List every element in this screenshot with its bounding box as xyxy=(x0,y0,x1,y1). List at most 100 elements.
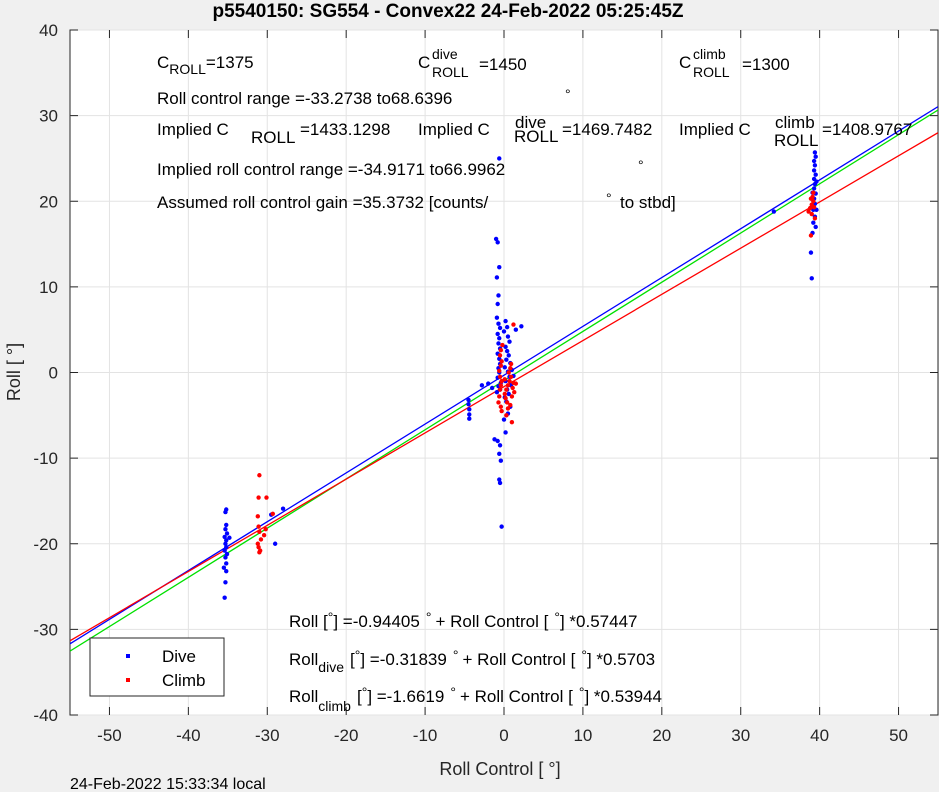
dive-point xyxy=(812,163,818,168)
dive-point xyxy=(813,154,818,159)
climb-point xyxy=(496,400,501,405)
fit-line xyxy=(70,132,938,642)
implied-roll-control-range-unit: ° xyxy=(638,157,644,173)
climb-point xyxy=(511,322,516,327)
dive-point xyxy=(280,506,286,511)
dive-point xyxy=(222,548,227,553)
dive-point xyxy=(808,250,814,255)
dive-point xyxy=(505,334,511,339)
implied-c-roll-label: Implied C xyxy=(157,120,229,139)
climb-point xyxy=(256,495,261,500)
dive-point xyxy=(223,555,228,560)
climb-point xyxy=(811,190,816,195)
dive-point xyxy=(811,168,817,173)
legend-label-dive: Dive xyxy=(162,647,196,666)
x-tick-label: 30 xyxy=(731,726,750,745)
climb-point xyxy=(502,377,507,382)
climb-point xyxy=(504,400,510,405)
climb-point xyxy=(513,381,519,386)
climb-point xyxy=(257,529,262,534)
dive-point xyxy=(272,541,278,546)
dive-point xyxy=(224,544,229,550)
c-roll-dive-value: =1450 xyxy=(479,55,527,74)
climb-point xyxy=(505,383,511,388)
legend-marker-dive xyxy=(126,654,130,658)
climb-point xyxy=(512,389,517,395)
legend-label-climb: Climb xyxy=(162,671,205,690)
dive-point xyxy=(812,150,818,155)
climb-point xyxy=(510,385,515,391)
climb-point xyxy=(497,374,503,379)
dive-point xyxy=(814,179,819,184)
dive-point xyxy=(224,551,230,557)
climb-point xyxy=(812,216,818,221)
climb-point xyxy=(498,348,504,353)
roll-control-gain: Assumed roll control gain =35.3732 [coun… xyxy=(157,193,489,212)
y-tick-label: -40 xyxy=(33,706,58,725)
climb-point xyxy=(506,370,511,375)
dive-point xyxy=(503,430,508,435)
climb-point xyxy=(500,342,505,348)
climb-point xyxy=(499,408,504,414)
grid xyxy=(70,29,938,716)
dive-point xyxy=(494,389,500,395)
implied-c-roll-sub: ROLL xyxy=(251,128,295,147)
climb-point xyxy=(504,413,509,418)
climb-point xyxy=(497,394,502,399)
climb-point xyxy=(270,511,275,516)
c-roll-dive-sup: dive xyxy=(432,46,458,62)
climb-point xyxy=(508,361,514,367)
dive-point xyxy=(811,220,816,225)
x-tick-label: -10 xyxy=(413,726,438,745)
c-roll-dive-annotation: C xyxy=(418,53,430,72)
climb-point xyxy=(264,495,269,500)
footer-timestamp: 24-Feb-2022 15:33:34 local xyxy=(70,776,266,792)
equation-climb: Rollclimb [°] =-1.6619 ° + Roll Control [°]… xyxy=(289,684,662,714)
climb-point xyxy=(507,378,512,384)
y-tick-label: 10 xyxy=(39,278,58,297)
dive-point xyxy=(224,568,229,574)
climb-point xyxy=(508,402,513,408)
dive-point xyxy=(495,240,500,245)
dive-point xyxy=(497,480,503,486)
c-roll-climb-sup: climb xyxy=(693,46,726,62)
climb-point xyxy=(497,387,503,392)
climb-point xyxy=(257,473,262,478)
climb-point xyxy=(505,406,511,411)
climb-point xyxy=(263,526,268,532)
climb-point xyxy=(806,209,811,214)
dive-point xyxy=(495,331,500,337)
legend-box xyxy=(89,637,225,697)
roll-control-range-unit: ° xyxy=(565,86,571,102)
implied-c-roll-value: =1433.1298 xyxy=(300,120,390,139)
x-tick-label: 20 xyxy=(652,726,671,745)
dive-point xyxy=(502,365,507,370)
dive-point xyxy=(503,318,508,324)
climb-point xyxy=(509,394,515,399)
x-tick-label: 40 xyxy=(810,726,829,745)
dive-point xyxy=(223,526,228,532)
dive-point xyxy=(497,451,502,457)
y-tick-label: -10 xyxy=(33,449,58,468)
implied-c-roll-climb-sub: ROLL xyxy=(774,131,818,150)
dive-point xyxy=(467,416,472,421)
implied-c-roll-dive-label: Implied C xyxy=(418,120,490,139)
climb-point xyxy=(258,537,264,542)
chart-title: p5540150: SG554 - Convex22 24-Feb-2022 0… xyxy=(212,1,683,22)
x-axis-label: Roll Control [ °] xyxy=(439,759,560,779)
dive-point xyxy=(227,535,232,540)
dive-point xyxy=(499,524,504,529)
dive-point xyxy=(504,348,510,354)
dive-point xyxy=(495,301,500,307)
roll-control-gain-unit: ° xyxy=(606,190,612,206)
equation-all: Roll [°] =-0.94405 ° + Roll Control [°] *0… xyxy=(289,609,638,631)
dive-point xyxy=(497,264,502,270)
climb-point xyxy=(502,391,507,397)
climb-point xyxy=(261,532,267,538)
dive-point xyxy=(222,534,227,540)
implied-c-roll-dive-value: =1469.7482 xyxy=(562,120,652,139)
climb-point xyxy=(503,395,508,401)
x-tick-label: 0 xyxy=(499,726,508,745)
dive-point xyxy=(224,507,229,512)
climb-point xyxy=(499,359,504,364)
